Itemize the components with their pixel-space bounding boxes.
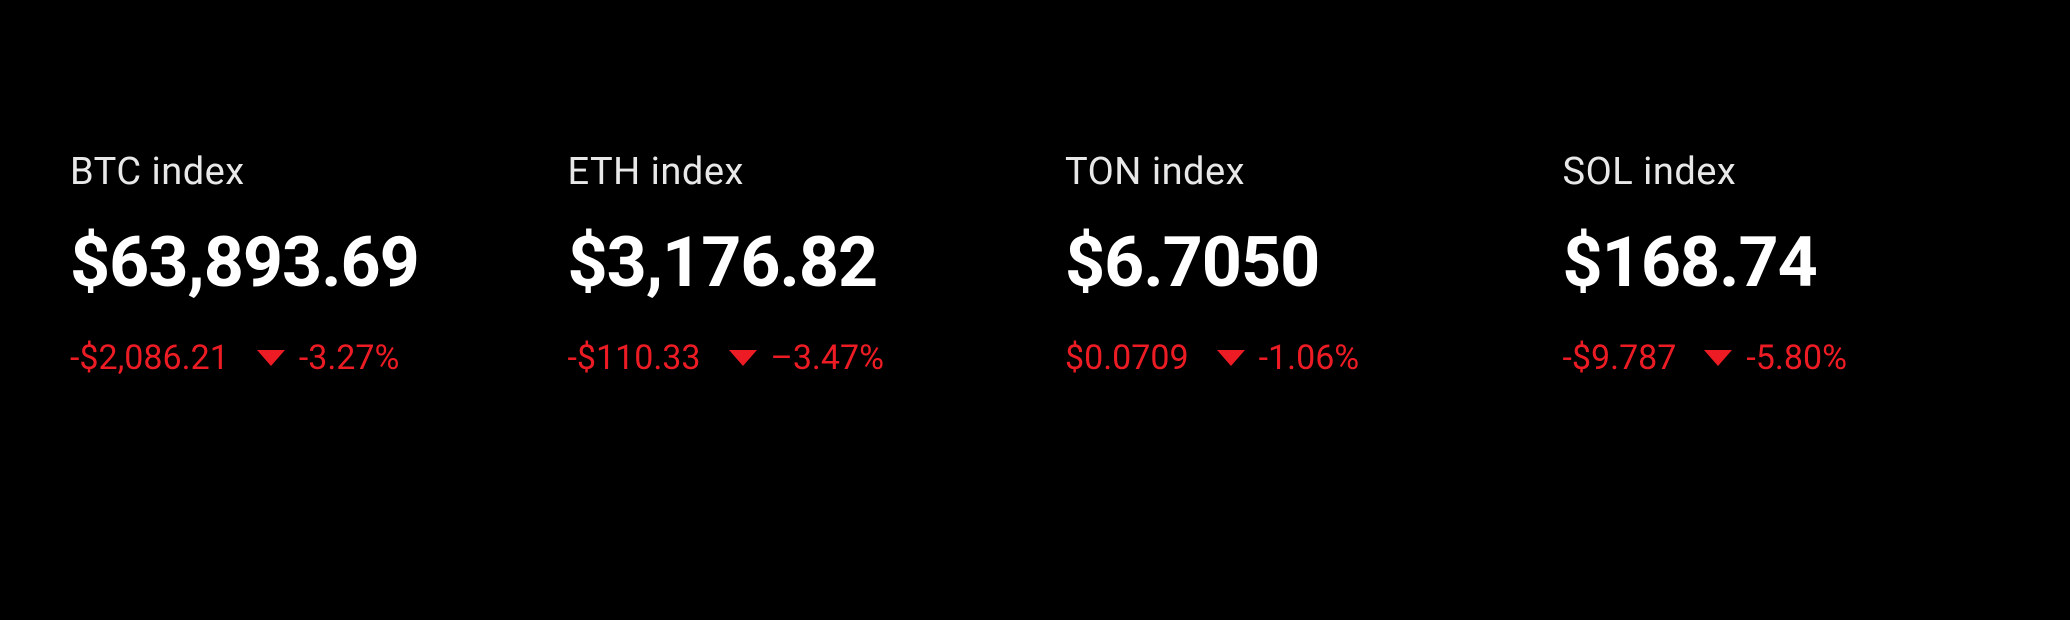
trend-arrow-icon bbox=[1704, 350, 1732, 366]
trend-arrow-icon bbox=[1217, 350, 1245, 366]
index-card-ton: TON index $6.7050 $0.0709 -1.06% bbox=[1065, 150, 1503, 378]
index-label: ETH index bbox=[568, 150, 1006, 194]
index-change-row: $0.0709 -1.06% bbox=[1065, 338, 1503, 378]
index-card-sol: SOL index $168.74 -$9.787 -5.80% bbox=[1563, 150, 2001, 378]
index-card-eth: ETH index $3,176.82 -$110.33 –3.47% bbox=[568, 150, 1006, 378]
delta-absolute: $0.0709 bbox=[1065, 338, 1189, 378]
index-price: $6.7050 bbox=[1065, 222, 1503, 304]
crypto-index-row: BTC index $63,893.69 -$2,086.21 -3.27% E… bbox=[0, 0, 2070, 378]
index-change-row: -$2,086.21 -3.27% bbox=[70, 338, 508, 378]
index-label: TON index bbox=[1065, 150, 1503, 194]
delta-percent: -3.27% bbox=[299, 338, 400, 378]
index-price: $63,893.69 bbox=[70, 222, 508, 304]
index-card-btc: BTC index $63,893.69 -$2,086.21 -3.27% bbox=[70, 150, 508, 378]
delta-percent: -1.06% bbox=[1259, 338, 1360, 378]
delta-percent: –3.47% bbox=[771, 338, 885, 378]
index-price: $168.74 bbox=[1563, 222, 2001, 304]
delta-absolute: -$110.33 bbox=[568, 338, 701, 378]
index-label: BTC index bbox=[70, 150, 508, 194]
delta-absolute: -$2,086.21 bbox=[70, 338, 229, 378]
delta-absolute: -$9.787 bbox=[1563, 338, 1677, 378]
delta-percent: -5.80% bbox=[1746, 338, 1847, 378]
index-price: $3,176.82 bbox=[568, 222, 1006, 304]
index-change-row: -$110.33 –3.47% bbox=[568, 338, 1006, 378]
index-label: SOL index bbox=[1563, 150, 2001, 194]
trend-arrow-icon bbox=[729, 350, 757, 366]
index-change-row: -$9.787 -5.80% bbox=[1563, 338, 2001, 378]
trend-arrow-icon bbox=[257, 350, 285, 366]
